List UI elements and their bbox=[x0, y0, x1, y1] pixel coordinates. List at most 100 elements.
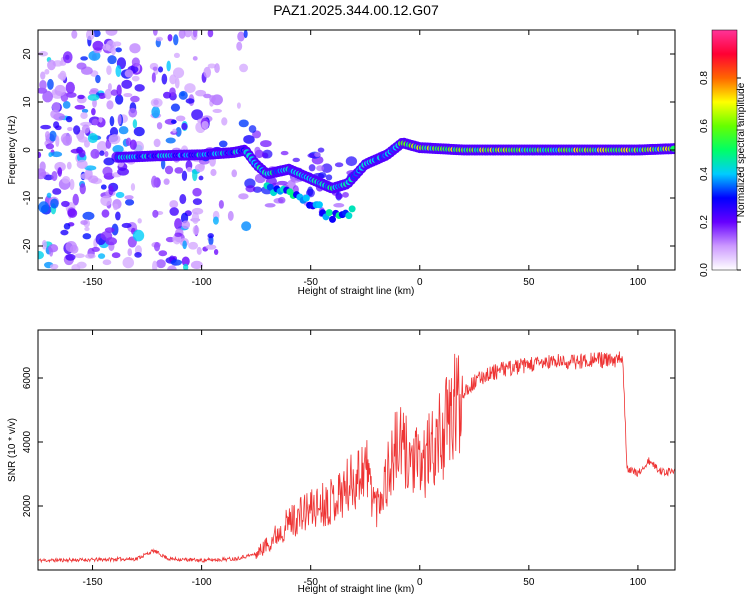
spectrogram-noise-blob bbox=[71, 30, 78, 39]
spectrogram-noise-blob bbox=[152, 66, 158, 71]
spectrogram-noise-blob bbox=[117, 114, 122, 125]
spectrogram-noise-blob bbox=[174, 218, 183, 230]
spectrogram-noise-blob bbox=[134, 84, 145, 92]
spectrogram-noise-blob bbox=[238, 193, 249, 200]
spectrogram-noise-blob bbox=[183, 30, 193, 38]
spectrogram-noise-blob bbox=[102, 259, 112, 266]
spectrogram-noise-blob bbox=[209, 95, 216, 103]
spectrogram-noise-blob bbox=[110, 89, 118, 96]
spectrogram-noise-blob bbox=[123, 93, 133, 98]
spectrogram-noise-blob bbox=[62, 51, 73, 64]
colorbar-tick-label: 0.6 bbox=[699, 119, 710, 133]
spectrogram-noise-blob bbox=[165, 137, 176, 144]
spectrogram-noise-blob bbox=[55, 135, 60, 148]
spectrogram-noise-blob bbox=[54, 84, 66, 97]
spectrogram-noise-blob bbox=[39, 161, 46, 172]
spectrogram-noise-blob bbox=[325, 174, 333, 181]
spectrogram-noise-blob bbox=[243, 134, 255, 144]
snr-x-tick-label: -100 bbox=[192, 577, 212, 588]
spectrogram-noise-blob bbox=[131, 75, 140, 82]
snr-y-tick-label: 4000 bbox=[22, 430, 33, 453]
spectrogram-noise-blob bbox=[132, 119, 138, 129]
spectrogram-branch bbox=[325, 209, 333, 217]
spectrogram-noise-blob bbox=[47, 78, 54, 90]
spectrogram-noise-blob bbox=[54, 161, 66, 172]
snr-panel: -150 -100 -50 0 50 100 2000 4000 6000 Height of… bbox=[7, 329, 676, 595]
spectrogram-noise-blob bbox=[239, 63, 249, 73]
spectrogram-noise-blob bbox=[99, 150, 105, 156]
spectrogram-noise-blob bbox=[155, 36, 163, 42]
spectrogram-noise-blob bbox=[161, 73, 168, 85]
spectrogram-noise-blob bbox=[108, 134, 121, 145]
spectrogram-noise-blob bbox=[42, 90, 53, 103]
spectrogram-noise-blob bbox=[201, 120, 209, 130]
spectrogram-noise-blob bbox=[124, 69, 134, 78]
spectrogram-noise-blob bbox=[104, 151, 109, 157]
spectrogram-noise-blob bbox=[102, 44, 111, 51]
spectrogram-x-tick-label: 100 bbox=[630, 277, 647, 288]
spectrogram-noise-blob bbox=[60, 132, 73, 145]
spectrogram-noise-blob bbox=[88, 175, 99, 184]
spectrogram-noise-blob bbox=[191, 211, 200, 224]
snr-x-tick-label: 100 bbox=[630, 577, 647, 588]
spectrogram-noise-blob bbox=[118, 126, 129, 135]
snr-y-tick-label: 2000 bbox=[22, 494, 33, 517]
spectrogram-noise-blob bbox=[70, 148, 82, 154]
spectrogram-noise-blob bbox=[129, 43, 141, 54]
spectrogram-noise-blob bbox=[192, 56, 198, 61]
spectrogram-noise-blob bbox=[207, 63, 217, 69]
spectrogram-noise-blob bbox=[46, 192, 52, 198]
colorbar-tick-label: 0.8 bbox=[699, 71, 710, 85]
spectrogram-noise-blob bbox=[236, 41, 243, 51]
spectrogram-noise-blob bbox=[314, 151, 321, 158]
spectrogram-noise-blob bbox=[166, 265, 177, 270]
spectrogram-noise-blob bbox=[43, 174, 54, 181]
spectrogram-noise-blob bbox=[192, 30, 198, 38]
snr-plot-area bbox=[38, 330, 675, 570]
spectrogram-noise-blob bbox=[105, 30, 118, 36]
spectrogram-noise-blob bbox=[231, 169, 238, 178]
spectrogram-noise-blob bbox=[67, 126, 73, 132]
snr-marks bbox=[38, 351, 675, 564]
spectrogram-noise-blob bbox=[115, 65, 122, 78]
spectrogram-noise-blob bbox=[264, 203, 276, 208]
spectrogram-noise-blob bbox=[173, 52, 180, 59]
spectrogram-noise-blob bbox=[122, 256, 135, 269]
spectrogram-noise-blob bbox=[132, 229, 145, 242]
spectrogram-noise-blob bbox=[150, 98, 163, 108]
spectrogram-noise-blob bbox=[50, 109, 60, 119]
spectrogram-noise-blob bbox=[167, 34, 173, 42]
colorbar-tick-label: 0.4 bbox=[699, 167, 710, 181]
spectrogram-noise-blob bbox=[82, 233, 92, 240]
spectrogram-noise-blob bbox=[106, 65, 112, 76]
spectrogram-noise-blob bbox=[131, 57, 140, 68]
snr-y-label: SNR (10 * v/v) bbox=[7, 418, 18, 482]
spectrogram-noise-blob bbox=[191, 207, 204, 215]
spectrogram-noise-blob bbox=[241, 221, 252, 232]
spectrogram-noise-blob bbox=[51, 171, 58, 182]
spectrogram-noise-blob bbox=[198, 175, 204, 181]
spectrogram-noise-blob bbox=[81, 108, 89, 113]
spectrogram-noise-blob bbox=[175, 115, 186, 122]
spectrogram-branch bbox=[315, 201, 323, 209]
spectrogram-noise-blob bbox=[65, 92, 77, 98]
spectrogram-noise-blob bbox=[245, 185, 256, 193]
spectrogram-noise-blob bbox=[133, 126, 145, 137]
spectrogram-noise-blob bbox=[173, 34, 179, 46]
spectrogram-noise-blob bbox=[127, 248, 133, 257]
chart-title: PAZ1.2025.344.00.12.G07 bbox=[273, 2, 439, 18]
spectrogram-noise-blob bbox=[38, 201, 49, 213]
spectrogram-noise-blob bbox=[84, 253, 96, 259]
spectrogram-noise-blob bbox=[38, 151, 42, 159]
spectrogram-y-tick-label: 10 bbox=[22, 96, 33, 108]
spectrogram-noise-blob bbox=[156, 122, 163, 130]
spectrogram-noise-blob bbox=[188, 241, 199, 250]
snr-x-tick-label: 0 bbox=[417, 577, 423, 588]
spectrogram-noise-blob bbox=[80, 220, 88, 226]
spectrogram-noise-blob bbox=[77, 94, 85, 100]
spectrogram-noise-blob bbox=[236, 102, 241, 109]
spectrogram-noise-blob bbox=[243, 30, 248, 39]
spectrogram-noise-blob bbox=[196, 246, 202, 255]
spectrogram-noise-blob bbox=[92, 98, 97, 108]
